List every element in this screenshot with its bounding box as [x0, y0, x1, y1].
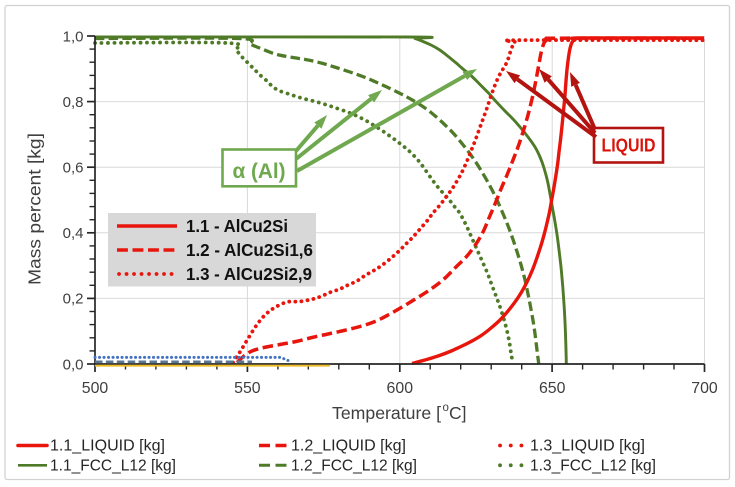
- svg-text:500: 500: [82, 380, 109, 397]
- svg-text:550: 550: [234, 380, 261, 397]
- svg-text:1.3 - AlCu2Si2,9: 1.3 - AlCu2Si2,9: [186, 264, 312, 284]
- svg-text:1.3_LIQUID [kg]: 1.3_LIQUID [kg]: [530, 438, 645, 455]
- svg-text:1.2_FCC_L12 [kg]: 1.2_FCC_L12 [kg]: [291, 458, 417, 475]
- svg-text:0,2: 0,2: [63, 291, 84, 308]
- svg-text:LIQUID: LIQUID: [602, 135, 656, 156]
- svg-text:α (Al): α (Al): [233, 160, 286, 183]
- svg-text:1,0: 1,0: [63, 28, 84, 45]
- svg-text:1.2_LIQUID [kg]: 1.2_LIQUID [kg]: [291, 438, 406, 455]
- svg-text:0,0: 0,0: [63, 356, 84, 373]
- svg-text:1.1_LIQUID [kg]: 1.1_LIQUID [kg]: [50, 438, 165, 455]
- svg-text:0,8: 0,8: [63, 94, 84, 111]
- svg-text:o: o: [443, 402, 449, 414]
- svg-text:600: 600: [387, 380, 414, 397]
- svg-text:Temperature [: Temperature [: [332, 403, 441, 423]
- svg-text:C]: C]: [449, 403, 467, 423]
- svg-text:1.3_FCC_L12 [kg]: 1.3_FCC_L12 [kg]: [530, 458, 656, 475]
- svg-text:0,4: 0,4: [63, 225, 84, 242]
- svg-text:700: 700: [691, 380, 718, 397]
- svg-text:1.1 - AlCu2Si: 1.1 - AlCu2Si: [186, 216, 288, 236]
- svg-text:0,6: 0,6: [63, 160, 84, 177]
- svg-text:1.1_FCC_L12 [kg]: 1.1_FCC_L12 [kg]: [50, 458, 176, 475]
- svg-text:1.2 - AlCu2Si1,6: 1.2 - AlCu2Si1,6: [186, 240, 313, 260]
- svg-text:650: 650: [539, 380, 566, 397]
- svg-text:Mass percent [kg]: Mass percent [kg]: [25, 133, 45, 285]
